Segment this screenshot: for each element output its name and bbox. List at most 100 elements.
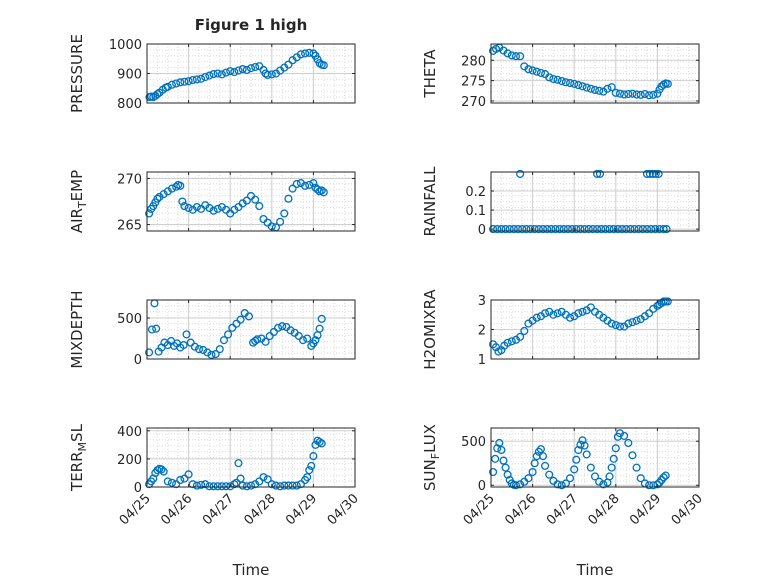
y-tick-label: 280 <box>461 54 486 69</box>
data-point <box>628 451 637 460</box>
axes-box <box>490 171 700 232</box>
data-point <box>586 303 595 312</box>
data-point <box>288 481 297 490</box>
y-tick-label: 0 <box>134 481 142 496</box>
data-point <box>309 179 318 188</box>
data-point <box>201 480 210 489</box>
axes-box <box>146 171 356 232</box>
data-point <box>628 318 637 327</box>
y-axis-label: PRESSURE <box>68 34 86 113</box>
data-point <box>538 452 548 461</box>
data-point <box>219 336 229 345</box>
data-point <box>645 91 654 100</box>
data-point <box>157 465 166 474</box>
data-point <box>188 75 197 85</box>
data-point <box>578 436 587 445</box>
data-point <box>547 225 556 234</box>
data-point <box>572 455 581 464</box>
data-point <box>511 481 521 490</box>
data-point <box>284 60 293 69</box>
data-point <box>242 196 251 205</box>
data-point <box>582 450 591 459</box>
data-point <box>528 66 537 75</box>
x-axis-label-right: Time <box>576 561 614 579</box>
data-point <box>269 327 278 337</box>
data-point <box>586 463 595 472</box>
axes-box <box>146 427 356 488</box>
data-point <box>213 69 222 78</box>
data-point <box>551 225 560 234</box>
data-point <box>167 478 177 487</box>
data-point <box>217 482 226 491</box>
data-point <box>184 203 193 213</box>
data-point <box>152 324 161 333</box>
data-point <box>238 65 247 74</box>
data-point <box>211 350 220 359</box>
data-point <box>636 474 645 483</box>
data-point <box>545 470 554 479</box>
data-point <box>213 482 222 491</box>
data-point <box>263 70 272 80</box>
data-point <box>530 225 539 234</box>
data-point <box>576 225 585 234</box>
data-point <box>501 463 510 472</box>
data-point <box>201 72 210 82</box>
data-point <box>661 471 670 480</box>
data-point <box>230 67 239 77</box>
data-point <box>611 321 620 330</box>
y-tick-label: 0.2 <box>465 185 486 200</box>
data-point <box>563 225 573 234</box>
data-point <box>215 345 224 354</box>
data-point <box>495 438 504 448</box>
data-point <box>524 65 533 74</box>
data-point <box>176 475 185 485</box>
data-point <box>163 82 172 91</box>
data-point <box>574 81 583 90</box>
data-point <box>620 431 629 440</box>
data-point <box>557 481 566 490</box>
data-point <box>305 466 314 475</box>
data-point <box>541 309 550 318</box>
data-point <box>636 90 645 99</box>
data-point <box>528 467 537 477</box>
data-point <box>574 309 583 318</box>
data-point <box>561 78 570 87</box>
data-point <box>192 481 201 490</box>
data-point <box>611 88 620 97</box>
data-point <box>611 444 620 453</box>
data-point <box>615 322 625 331</box>
subplot-pressure: 800 900 1000 PRESSURE <box>68 34 356 113</box>
data-point <box>518 225 527 234</box>
data-point <box>180 202 189 211</box>
data-point <box>190 342 199 351</box>
data-point <box>242 482 251 491</box>
data-point <box>176 181 185 190</box>
data-point <box>163 477 172 486</box>
data-point <box>311 336 320 345</box>
data-point <box>276 482 285 491</box>
y-axis-label: RAINFALL <box>421 166 439 237</box>
data-point <box>617 225 627 234</box>
data-point <box>491 454 500 463</box>
data-point <box>638 225 647 234</box>
data-point <box>576 440 585 449</box>
subplot-mixdepth: 0 500 MIXDEPTH <box>68 290 356 369</box>
data-point <box>622 225 631 234</box>
data-point <box>513 225 523 234</box>
data-point <box>624 438 633 448</box>
data-point <box>532 67 541 76</box>
data-point <box>509 225 518 234</box>
data-point <box>221 68 231 77</box>
data-point <box>593 169 602 178</box>
data-point <box>534 225 543 234</box>
y-tick-label: 1 <box>478 353 486 368</box>
axes-box <box>490 427 700 488</box>
data-point <box>145 348 154 357</box>
data-point <box>172 182 181 191</box>
data-point <box>278 322 287 331</box>
data-point <box>301 49 310 58</box>
data-point <box>319 61 328 70</box>
data-point <box>530 459 539 468</box>
data-point <box>489 467 498 477</box>
data-point <box>630 225 639 234</box>
